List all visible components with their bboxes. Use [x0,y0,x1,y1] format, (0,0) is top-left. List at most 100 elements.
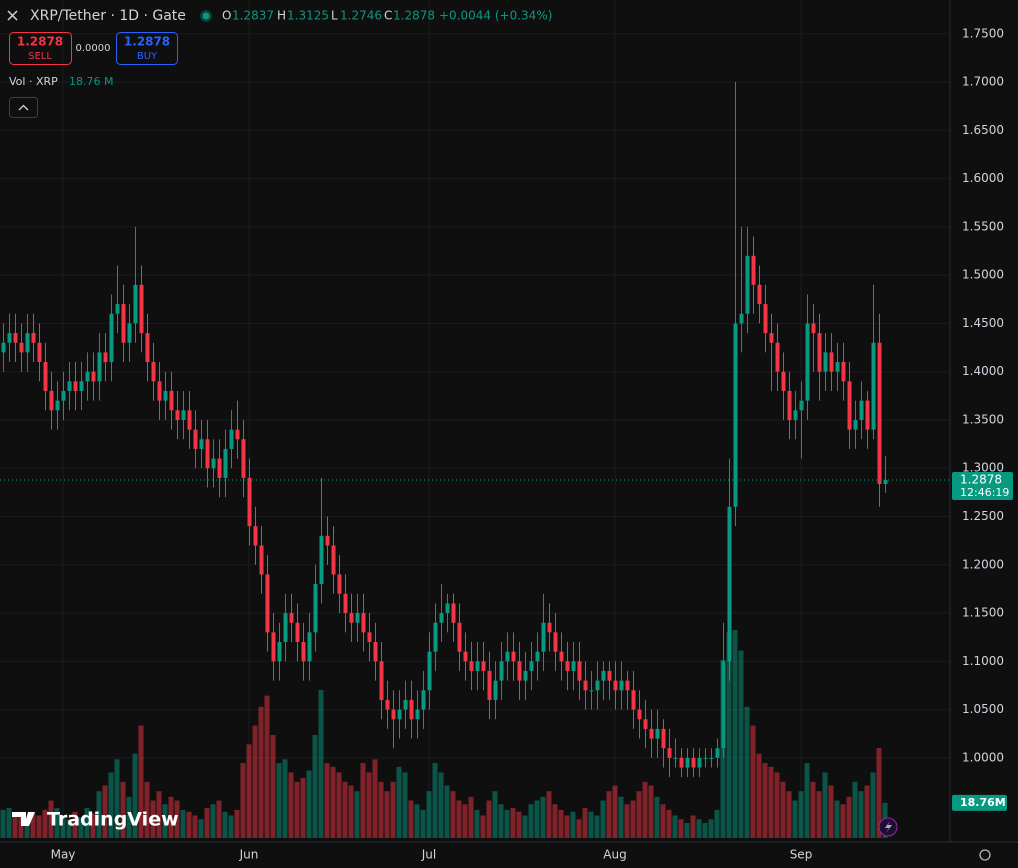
candle-body [739,313,744,324]
volume-bar [828,785,834,838]
volume-bar [348,785,354,838]
volume-bar [24,819,30,838]
volume-pane [0,630,888,838]
candle-body [835,362,840,372]
candle-body [817,333,822,372]
volume-bar [420,809,426,838]
candle-body [517,661,522,681]
ohlc-key: C [384,9,392,23]
countdown: 12:46:19 [960,486,1009,499]
volume-bar [798,791,804,838]
volume-bar [732,630,738,838]
candle-body [373,642,378,662]
volume-bar [324,763,330,838]
volume-bar [84,808,90,838]
volume-bar [846,796,852,838]
candle-body [367,632,372,643]
candle-body [205,439,210,469]
candle-body [139,284,144,334]
candle-body [13,333,18,343]
candle-body [769,333,774,343]
candle-body [253,526,258,546]
candle-body [655,728,660,739]
volume-bar [570,811,576,838]
volume-bar [816,791,822,838]
lightning-icon [885,821,892,833]
volume-bar [690,815,696,838]
volume-bar [102,785,108,838]
volume-bar [540,796,546,838]
y-tick-label: 1.2500 [962,509,1004,523]
candle-body [505,651,510,662]
candle-body [157,381,162,401]
buy-button[interactable] [116,32,178,65]
volume-bar [480,815,486,838]
volume-bar [276,763,282,838]
volume-bar [78,817,84,838]
spread: 0.0000 [76,43,111,54]
volume-bar [12,815,18,838]
volume-bar [474,809,480,838]
candle-body [823,352,828,372]
volume-bar [228,815,234,838]
candle-body [619,680,624,691]
candle-body [811,323,816,334]
candle-body [103,352,108,363]
candle-body [7,333,12,343]
candle-body [841,362,846,382]
volume-bar [96,791,102,838]
volume-bar [534,800,540,838]
candle-body [793,410,798,420]
candle-body [31,333,36,343]
volume-bar [246,744,252,838]
candle-body [229,429,234,449]
sell-button[interactable] [9,32,72,65]
volume-bar [312,734,318,838]
y-tick-label: 1.5000 [962,268,1004,282]
candle-body [559,651,564,662]
candle-body [79,381,84,392]
candle-body [451,603,456,623]
volume-bar [426,791,432,838]
candle-body [385,699,390,710]
candle-body [163,391,168,401]
candle-body [487,670,492,700]
candle-body [97,352,102,382]
volume-bar [108,772,114,838]
volume-bar [462,804,468,838]
volume-bar [366,772,372,838]
candle-body [871,342,876,430]
candle-body [709,757,714,759]
candle-body [337,574,342,594]
candle-body [625,680,630,691]
volume-badge [952,794,1007,811]
volume-bar [546,791,552,838]
candle-body [193,429,198,449]
volume-bar [618,796,624,838]
volume-bar [468,796,474,838]
candle-body [523,670,528,681]
candle-body [217,458,222,478]
volume-bar [762,763,768,838]
candle-body [703,757,708,759]
candle-body [127,323,132,343]
volume-bar [126,796,132,838]
volume-bar [552,804,558,838]
settings-icon[interactable] [979,849,991,861]
volume-bar [486,800,492,838]
candle-body [55,400,60,411]
candle-body [601,670,606,681]
status-dot [202,12,210,20]
collapse-button[interactable] [9,97,38,118]
x-tick-label: Jun [239,848,259,862]
y-tick-label: 1.3000 [962,461,1004,475]
volume-bar [684,823,690,838]
candle-body [499,661,504,681]
volume-bar [294,781,300,838]
close-icon[interactable] [7,10,18,21]
candle-body [73,381,78,392]
volume-bar [744,706,750,838]
volume-bar [660,804,666,838]
volume-bar [342,781,348,838]
